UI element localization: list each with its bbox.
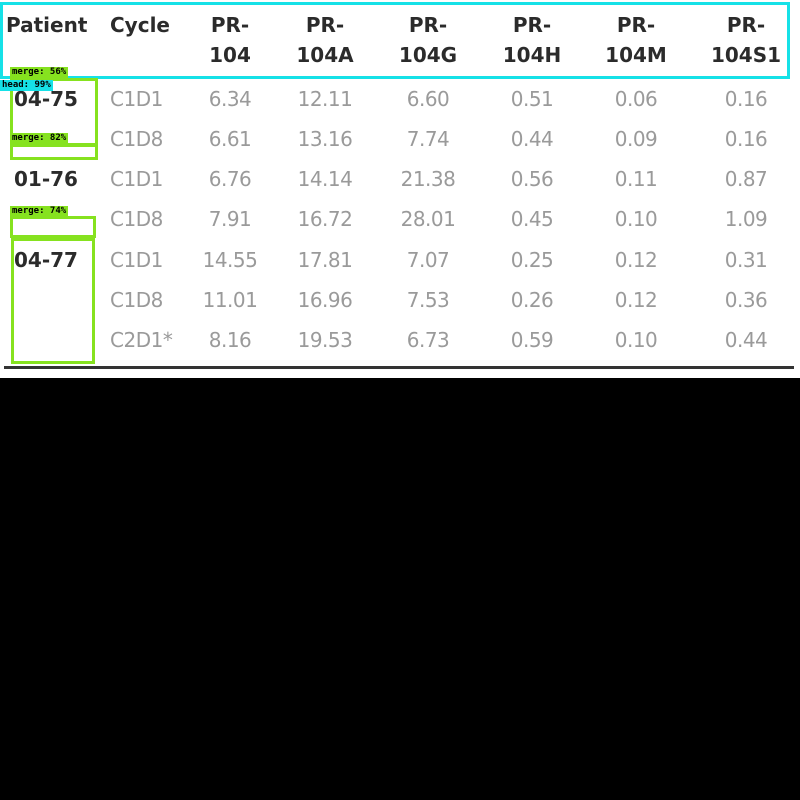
patient-id: 01-76 xyxy=(14,167,78,191)
header-pr104g-line1: PR- xyxy=(408,13,448,37)
value-cell: 7.74 xyxy=(406,127,450,151)
value-cell: 0.12 xyxy=(614,248,658,272)
value-cell: 6.76 xyxy=(208,167,252,191)
value-cell: 1.09 xyxy=(724,207,768,231)
cycle-cell: C1D1 xyxy=(110,248,163,272)
value-cell: 14.14 xyxy=(297,167,353,191)
value-cell: 0.09 xyxy=(614,127,658,151)
value-cell: 17.81 xyxy=(297,248,353,272)
header-divider xyxy=(6,78,782,79)
header-pr104-line2: 104 xyxy=(209,43,251,67)
value-cell: 6.73 xyxy=(406,328,450,352)
document-table-crop: Patient Cycle PR- 104 PR- 104A PR- 104G … xyxy=(0,0,800,378)
cycle-cell: C1D8 xyxy=(110,127,163,151)
value-cell: 11.01 xyxy=(202,288,258,312)
header-cycle: Cycle xyxy=(110,13,170,37)
value-cell: 12.11 xyxy=(297,87,353,111)
cycle-cell: C1D1 xyxy=(110,167,163,191)
merge-label: merge: 82% xyxy=(10,133,69,144)
value-cell: 6.34 xyxy=(208,87,252,111)
value-cell: 0.87 xyxy=(724,167,768,191)
cycle-cell: C1D1 xyxy=(110,87,163,111)
header-pr104s1-line1: PR- xyxy=(726,13,766,37)
patient-id: 04-77 xyxy=(14,248,78,272)
header-pr104a-line2: 104A xyxy=(296,43,354,67)
cycle-cell: C1D8 xyxy=(110,207,163,231)
value-cell: 0.10 xyxy=(614,207,658,231)
value-cell: 16.72 xyxy=(297,207,353,231)
cycle-cell: C1D8 xyxy=(110,288,163,312)
value-cell: 0.44 xyxy=(724,328,768,352)
value-cell: 0.10 xyxy=(614,328,658,352)
value-cell: 0.56 xyxy=(510,167,554,191)
value-cell: 8.16 xyxy=(208,328,252,352)
value-cell: 7.53 xyxy=(406,288,450,312)
value-cell: 0.11 xyxy=(614,167,658,191)
value-cell: 0.45 xyxy=(510,207,554,231)
header-pr104-line1: PR- xyxy=(210,13,250,37)
value-cell: 28.01 xyxy=(400,207,456,231)
value-cell: 0.26 xyxy=(510,288,554,312)
value-cell: 13.16 xyxy=(297,127,353,151)
value-cell: 0.59 xyxy=(510,328,554,352)
table-bottom-rule xyxy=(4,366,794,369)
header-pr104a-line1: PR- xyxy=(305,13,345,37)
value-cell: 6.61 xyxy=(208,127,252,151)
value-cell: 0.51 xyxy=(510,87,554,111)
value-cell: 21.38 xyxy=(400,167,456,191)
merge-label: merge: 74% xyxy=(10,206,69,217)
value-cell: 14.55 xyxy=(202,248,258,272)
value-cell: 6.60 xyxy=(406,87,450,111)
value-cell: 0.36 xyxy=(724,288,768,312)
value-cell: 0.16 xyxy=(724,127,768,151)
value-cell: 7.91 xyxy=(208,207,252,231)
header-pr104h-line1: PR- xyxy=(512,13,552,37)
patient-id: 04-75 xyxy=(14,87,78,111)
cycle-cell: C2D1* xyxy=(110,328,173,352)
value-cell: 0.44 xyxy=(510,127,554,151)
header-pr104s1-line2: 104S1 xyxy=(710,43,782,67)
value-cell: 19.53 xyxy=(297,328,353,352)
value-cell: 0.06 xyxy=(614,87,658,111)
header-patient: Patient xyxy=(6,13,88,37)
value-cell: 7.07 xyxy=(406,248,450,272)
header-pr104h-line2: 104H xyxy=(502,43,562,67)
header-pr104m-line2: 104M xyxy=(605,43,667,67)
value-cell: 0.16 xyxy=(724,87,768,111)
value-cell: 0.12 xyxy=(614,288,658,312)
value-cell: 16.96 xyxy=(297,288,353,312)
header-pr104g-line2: 104G xyxy=(398,43,458,67)
value-cell: 0.31 xyxy=(724,248,768,272)
value-cell: 0.25 xyxy=(510,248,554,272)
head-label: head: 99% xyxy=(0,80,53,91)
header-pr104m-line1: PR- xyxy=(616,13,656,37)
merge-label: merge: 56% xyxy=(10,67,69,78)
